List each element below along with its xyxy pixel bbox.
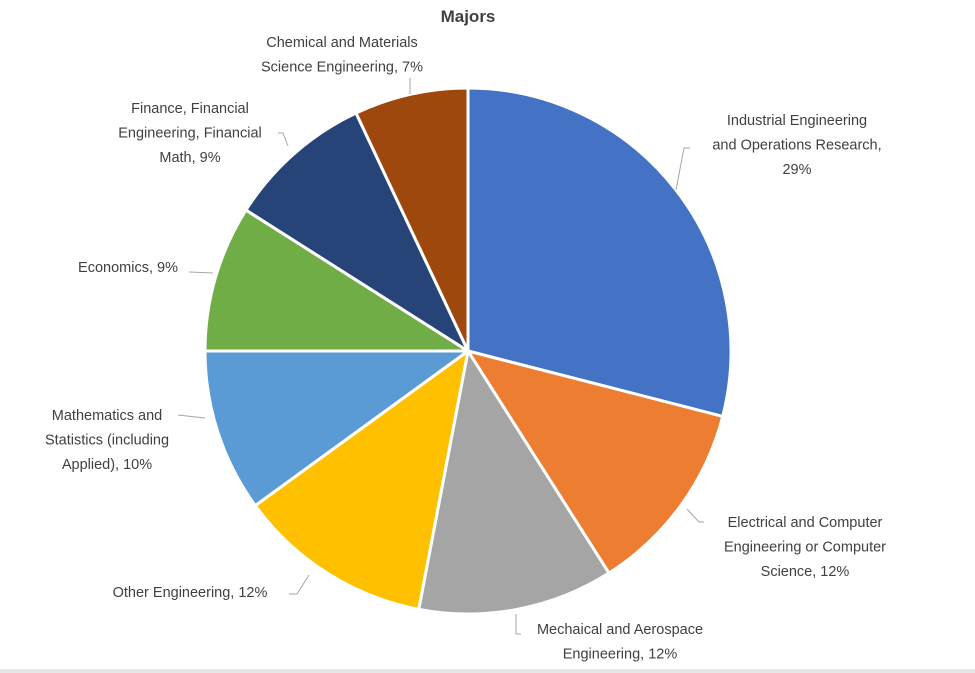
pie-slice [244,111,470,353]
leader-line [686,508,704,523]
data-label: Other Engineering, 12% [113,585,268,601]
pie-slice [354,86,470,353]
leader-line [515,614,521,635]
data-label: Finance, Financial Engineering, Financial… [118,101,261,166]
data-label-line: Electrical and Computer [728,515,883,531]
pie-slice [253,349,470,611]
data-label-line: Economics, 9% [78,260,178,276]
data-label-line: and Operations Research, [712,138,881,154]
data-label-line: Statistics (including [45,433,169,449]
chart-title: Majors [441,7,496,26]
pie-slice [203,349,470,508]
data-label: Industrial Engineering and Operations Res… [712,113,881,178]
data-label-line: Applied), 10% [62,457,152,473]
data-label: Economics, 9% [78,260,178,276]
leader-line [188,271,214,274]
pie-slice [203,208,470,353]
data-label-line: Math, 9% [159,150,220,166]
data-label: Mechaical and Aerospace Engineering, 12% [537,622,703,663]
data-label-line: Industrial Engineering [727,113,867,129]
data-label-line: Engineering, 12% [563,647,678,663]
pie-slice [417,349,611,616]
data-label-line: Science Engineering, 7% [261,60,423,76]
leader-line [278,132,289,147]
data-label-line: Mechaical and Aerospace [537,622,703,638]
data-label-line: Other Engineering, 12% [113,585,268,601]
leader-line [177,414,206,419]
data-label: Electrical and Computer Engineering or Co… [724,515,886,580]
data-label-line: Engineering, Financial [118,126,261,142]
bottom-border [0,669,975,673]
data-label-line: Mathematics and [52,408,162,424]
data-label: Chemical and Materials Science Engineerin… [261,35,423,76]
data-label-line: Engineering or Computer [724,540,886,556]
data-label-line: Finance, Financial [131,101,249,117]
pie-slice [466,349,725,575]
data-label-line: 29% [782,162,811,178]
leader-line [289,574,310,595]
data-label-line: Science, 12% [761,564,850,580]
data-label: Mathematics and Statistics (including Appl… [45,408,169,473]
leader-line [675,147,690,191]
data-label-line: Chemical and Materials [266,35,418,51]
